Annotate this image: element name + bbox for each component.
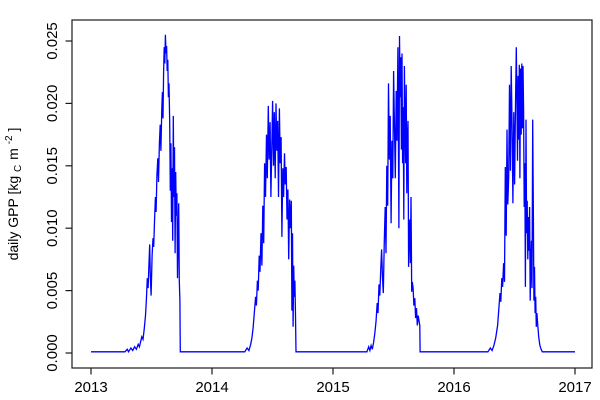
y-axis-tick-label: 0.025 bbox=[44, 22, 61, 60]
y-axis-title: daily GPP [kg C m -2 ] bbox=[0, 128, 24, 261]
gpp-line bbox=[91, 34, 575, 354]
y-axis-tick-label: 0.005 bbox=[44, 272, 61, 310]
series-layer bbox=[91, 34, 575, 354]
x-axis-tick-label: 2015 bbox=[316, 379, 349, 396]
y-axis-title-mid: m bbox=[5, 148, 21, 160]
x-axis-tick-label: 2017 bbox=[558, 379, 591, 396]
y-axis-tick-label: 0.020 bbox=[44, 85, 61, 123]
y-axis-title-pre: daily GPP [kg bbox=[5, 176, 21, 261]
x-axis-tick-label: 2016 bbox=[437, 379, 470, 396]
x-axis-tick-label: 2014 bbox=[195, 379, 228, 396]
plot-border bbox=[71, 19, 593, 369]
y-axis-tick-label: 0.010 bbox=[44, 209, 61, 247]
y-axis-tick-label: 0.000 bbox=[44, 334, 61, 372]
y-axis-title-sup: -2 bbox=[4, 135, 15, 144]
x-axis-tick-label: 2013 bbox=[74, 379, 107, 396]
y-axis-title-post: ] bbox=[5, 128, 21, 132]
axes-layer: 2013 2014 2015 2016 2017 0.000 0.005 0.010 0.015… bbox=[44, 22, 592, 396]
y-axis-title-sub: C bbox=[13, 165, 24, 172]
y-axis-tick-label: 0.015 bbox=[44, 147, 61, 185]
